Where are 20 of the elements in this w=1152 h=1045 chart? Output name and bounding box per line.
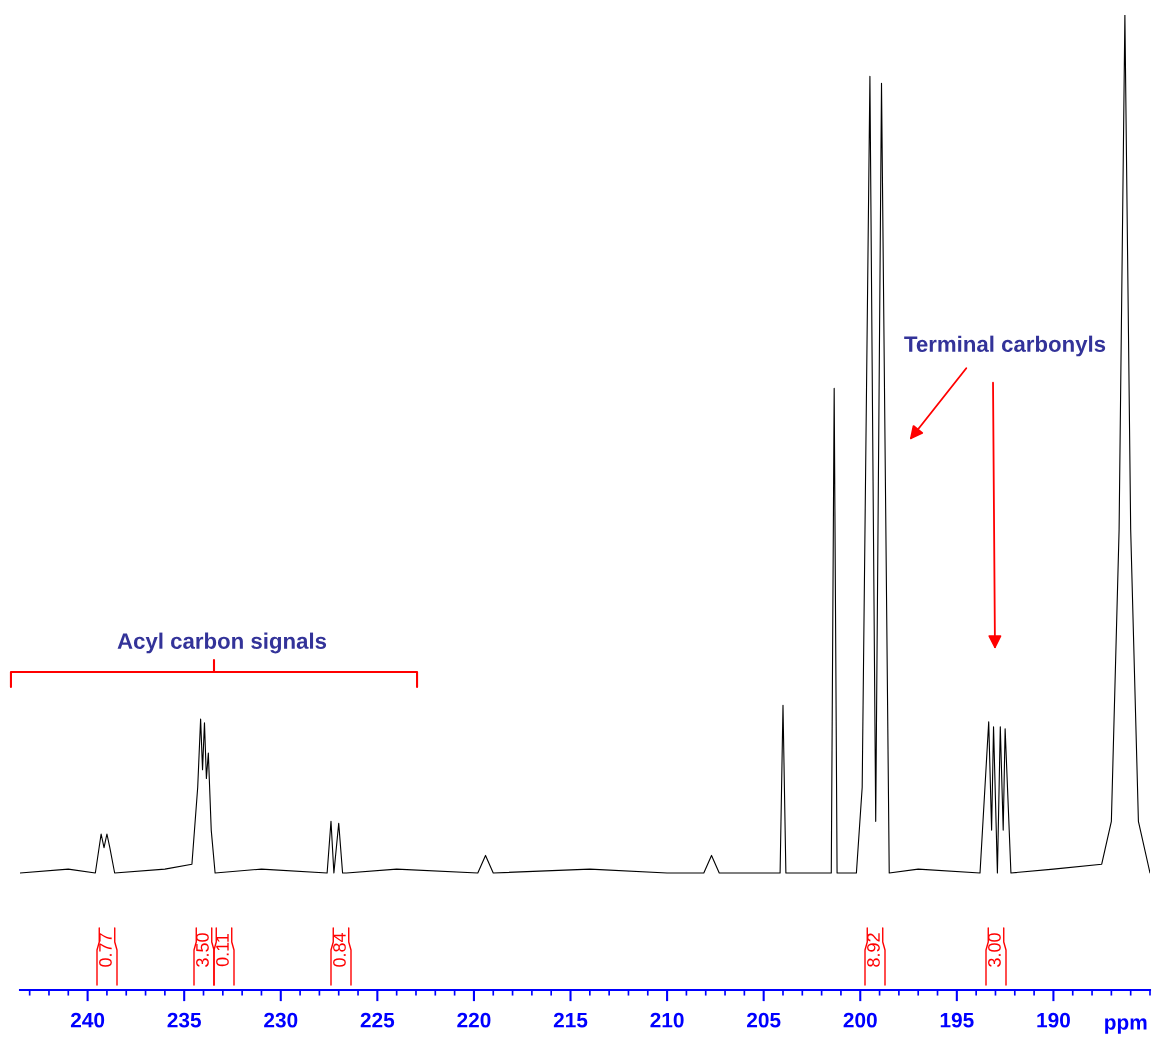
annotation: 0.77 (99, 933, 112, 967)
x-tick-label: 210 (650, 1012, 684, 1028)
annotation: Terminal carbonyls (904, 335, 1106, 357)
annotation: Acyl carbon signals (117, 632, 327, 654)
annotation: 0.84 (333, 932, 346, 967)
x-tick-label: 190 (1037, 1012, 1070, 1028)
annotation: 3.00 (988, 933, 1001, 967)
x-axis-title: ppm (1105, 1018, 1147, 1034)
annotation: 8.92 (867, 933, 880, 967)
x-tick-label: 205 (747, 1012, 781, 1028)
x-tick-label: 225 (360, 1012, 395, 1028)
x-tick-label: 195 (940, 1012, 974, 1028)
x-tick-label: 215 (553, 1012, 588, 1028)
annotation: 3.50 (196, 933, 209, 967)
x-tick-label: 200 (843, 1012, 877, 1028)
x-tick-label: 220 (457, 1012, 491, 1028)
x-tick-label: 230 (264, 1012, 298, 1028)
x-tick-label: 240 (70, 1012, 105, 1028)
x-tick-label: 235 (167, 1012, 201, 1028)
annotation: 0.11 (216, 933, 229, 967)
